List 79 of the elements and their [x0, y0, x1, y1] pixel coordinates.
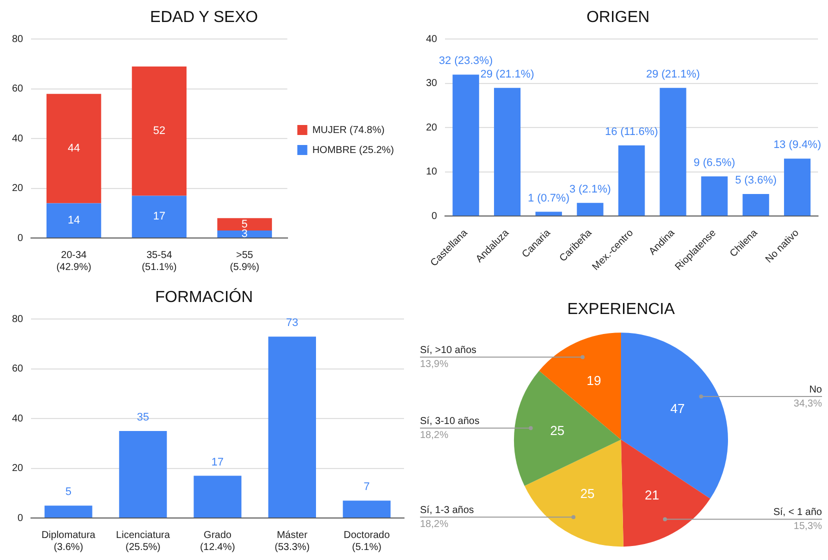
legend-label: MUJER (74.8%)	[312, 124, 385, 136]
slice-label: Sí, >10 años 13,9%	[420, 344, 476, 370]
bar	[46, 203, 102, 238]
bar	[660, 88, 686, 216]
chart-title: EDAD Y SEXO	[150, 9, 258, 26]
y-tick-label: 40	[12, 413, 24, 424]
bar	[535, 212, 562, 216]
data-label: 3 (2.1%)	[569, 183, 611, 196]
y-tick-label: 0	[18, 512, 24, 524]
data-label: 19	[586, 372, 602, 388]
data-label: 9 (6.5%)	[694, 156, 736, 169]
data-label: 3	[242, 228, 248, 240]
data-label: 52	[153, 125, 166, 138]
x-tick-label: Grado (12.4%)	[200, 530, 236, 553]
data-label: 35	[136, 412, 150, 424]
y-tick-label: 20	[12, 183, 24, 194]
y-tick-label: 20	[12, 463, 24, 474]
bar	[44, 506, 92, 518]
data-label: 7	[364, 481, 370, 494]
data-label: 25	[550, 423, 565, 438]
bar	[268, 336, 316, 518]
y-tick-label: 60	[12, 84, 24, 95]
x-tick-label: Diplomatura (3.6%)	[41, 530, 96, 553]
data-label: 44	[68, 142, 80, 155]
y-tick-label: 40	[426, 34, 438, 45]
y-tick-label: 40	[12, 133, 24, 144]
data-label: 47	[670, 400, 685, 416]
y-tick-label: 0	[432, 210, 438, 222]
y-tick-label: 60	[12, 364, 24, 375]
slice-label: Sí, 3-10 años 18,2%	[420, 416, 480, 441]
data-label: 21	[644, 487, 660, 502]
chart-title: EXPERIENCIA	[567, 301, 676, 318]
bar	[452, 74, 480, 216]
data-label: 32 (23.3%)	[438, 55, 493, 68]
bar	[46, 94, 102, 204]
data-label: 5 (3.6%)	[735, 174, 777, 187]
bar	[342, 500, 391, 518]
slice-label: Sí, < 1 año 15,3%	[773, 506, 822, 532]
bar	[494, 88, 521, 216]
bar	[132, 196, 187, 238]
data-label: 17	[153, 210, 166, 223]
bar	[742, 194, 770, 216]
x-tick-label: 20-34 (42.9%)	[56, 250, 92, 273]
chart-title: FORMACIÓN	[155, 288, 253, 306]
bar	[618, 145, 645, 216]
y-tick-label: 80	[12, 314, 24, 325]
y-tick-label: 80	[12, 34, 24, 45]
bar	[576, 202, 604, 216]
data-label: 1 (0.7%)	[528, 192, 570, 204]
bar	[194, 476, 242, 518]
bar	[119, 431, 167, 518]
legend-label: HOMBRE (25.2%)	[312, 144, 394, 156]
slice-label: Sí, 1-3 años 18,2%	[420, 504, 474, 530]
y-tick-label: 20	[426, 122, 438, 134]
data-label: 13 (9.4%)	[773, 139, 822, 152]
data-label: 17	[211, 456, 224, 468]
x-tick-label: Licenciatura (25.5%)	[116, 530, 170, 553]
data-label: 14	[68, 214, 80, 226]
x-tick-label: Máster (53.3%)	[274, 530, 310, 553]
data-label: 5	[65, 486, 72, 498]
bar	[784, 158, 811, 216]
data-label: 29 (21.1%)	[646, 68, 700, 80]
y-tick-label: 30	[426, 78, 438, 90]
data-label: 5	[242, 218, 248, 230]
y-tick-label: 10	[426, 166, 438, 178]
bar	[217, 230, 272, 238]
slice-label: No 34,3%	[794, 384, 822, 410]
bar	[217, 218, 272, 231]
x-tick-label: 35-54 (51.1%)	[142, 250, 177, 273]
y-tick-label: 0	[18, 232, 24, 244]
data-label: 25	[580, 486, 595, 501]
data-label: 16 (11.6%)	[605, 126, 658, 138]
data-label: 73	[286, 317, 298, 330]
chart-title: ORIGEN	[586, 9, 650, 26]
bar	[132, 66, 187, 196]
data-label: 29 (21.1%)	[480, 68, 534, 80]
bar	[701, 176, 728, 216]
x-tick-label: Doctorado (5.1%)	[344, 530, 390, 553]
x-tick-label: >55 (5.9%)	[230, 250, 260, 273]
